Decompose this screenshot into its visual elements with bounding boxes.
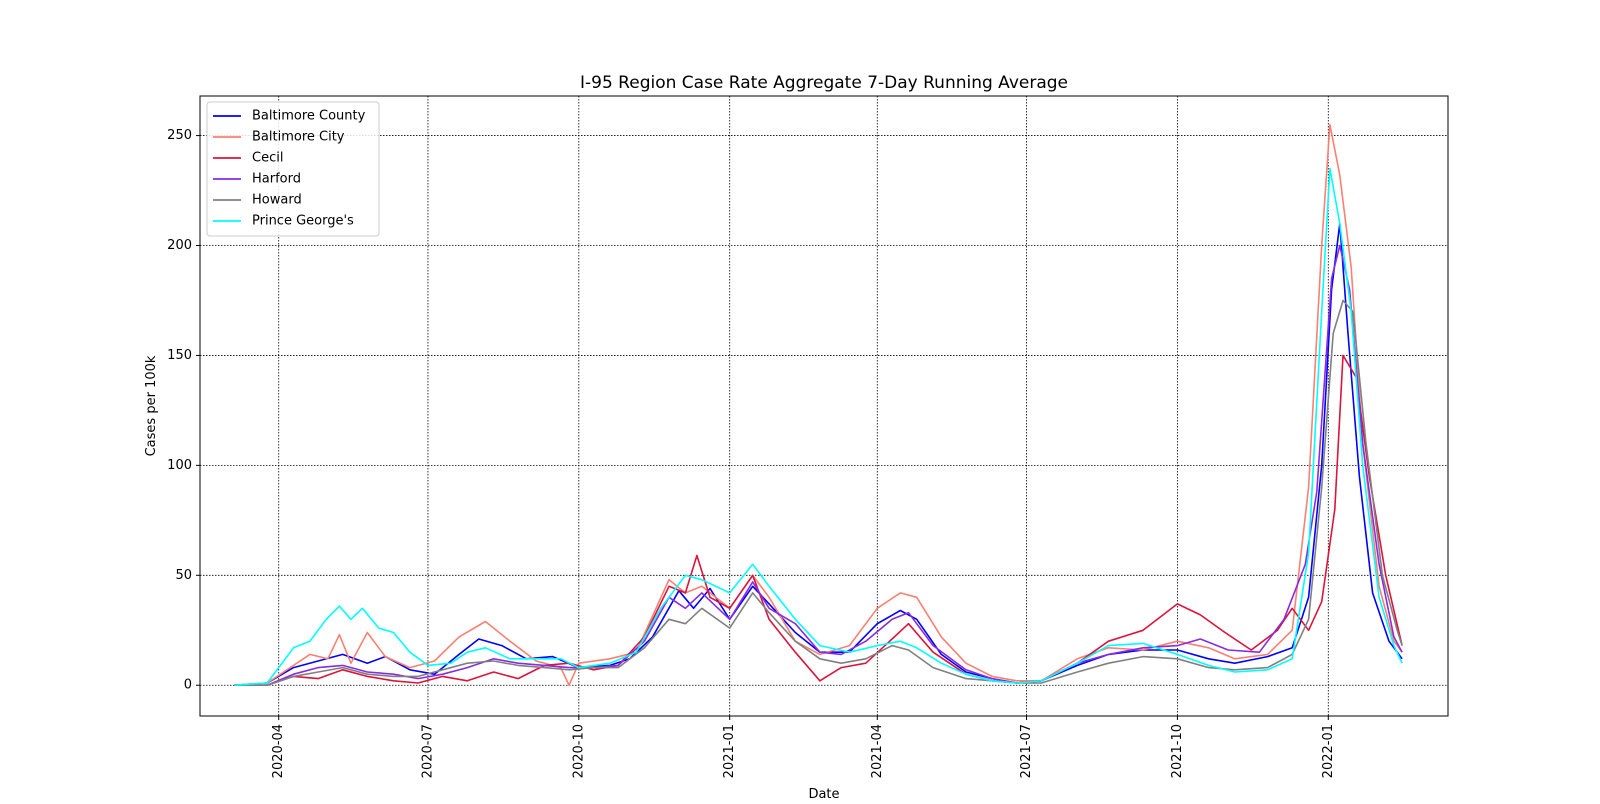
legend: Baltimore County Baltimore City Cecil Harfo… <box>206 101 380 237</box>
x-tick-label: 2022-01 <box>1321 724 1336 778</box>
x-tick-label: 2020-10 <box>571 724 586 778</box>
y-tick-label: 250 <box>167 128 192 143</box>
axis-ticks: 2020-04 2020-07 2020-10 2021-01 2021-04 2021-… <box>167 128 1336 778</box>
series-line-5 <box>234 167 1403 686</box>
legend-label: Baltimore City <box>252 130 345 145</box>
series-line-4 <box>234 299 1403 686</box>
x-tick-label: 2021-07 <box>1019 724 1034 778</box>
x-axis-label: Date <box>808 787 839 800</box>
x-tick-label: 2021-04 <box>870 724 885 778</box>
legend-label: Prince George's <box>252 214 354 229</box>
grid <box>200 96 1448 716</box>
plot-frame <box>199 95 1449 717</box>
y-tick-label: 50 <box>175 568 192 583</box>
y-tick-label: 150 <box>167 348 192 363</box>
x-tick-label: 2021-10 <box>1170 724 1185 778</box>
x-tick-label: 2020-04 <box>271 724 286 778</box>
legend-label: Howard <box>252 193 302 208</box>
legend-label: Cecil <box>252 151 283 166</box>
y-tick-label: 0 <box>184 678 192 693</box>
x-tick-label: 2020-07 <box>420 724 435 778</box>
series-line-1 <box>234 123 1403 686</box>
y-tick-label: 100 <box>167 458 192 473</box>
series-line-0 <box>234 222 1403 686</box>
legend-box <box>206 101 380 237</box>
chart-title: I-95 Region Case Rate Aggregate 7-Day Ru… <box>580 73 1068 93</box>
y-tick-label: 200 <box>167 238 192 253</box>
legend-label: Harford <box>252 172 301 187</box>
legend-label: Baltimore County <box>252 109 366 124</box>
x-tick-label: 2021-01 <box>722 724 737 778</box>
y-axis-label: Cases per 100k <box>144 355 159 456</box>
series-line-2 <box>234 354 1403 686</box>
series-line-3 <box>234 244 1403 686</box>
series-lines <box>234 123 1403 686</box>
